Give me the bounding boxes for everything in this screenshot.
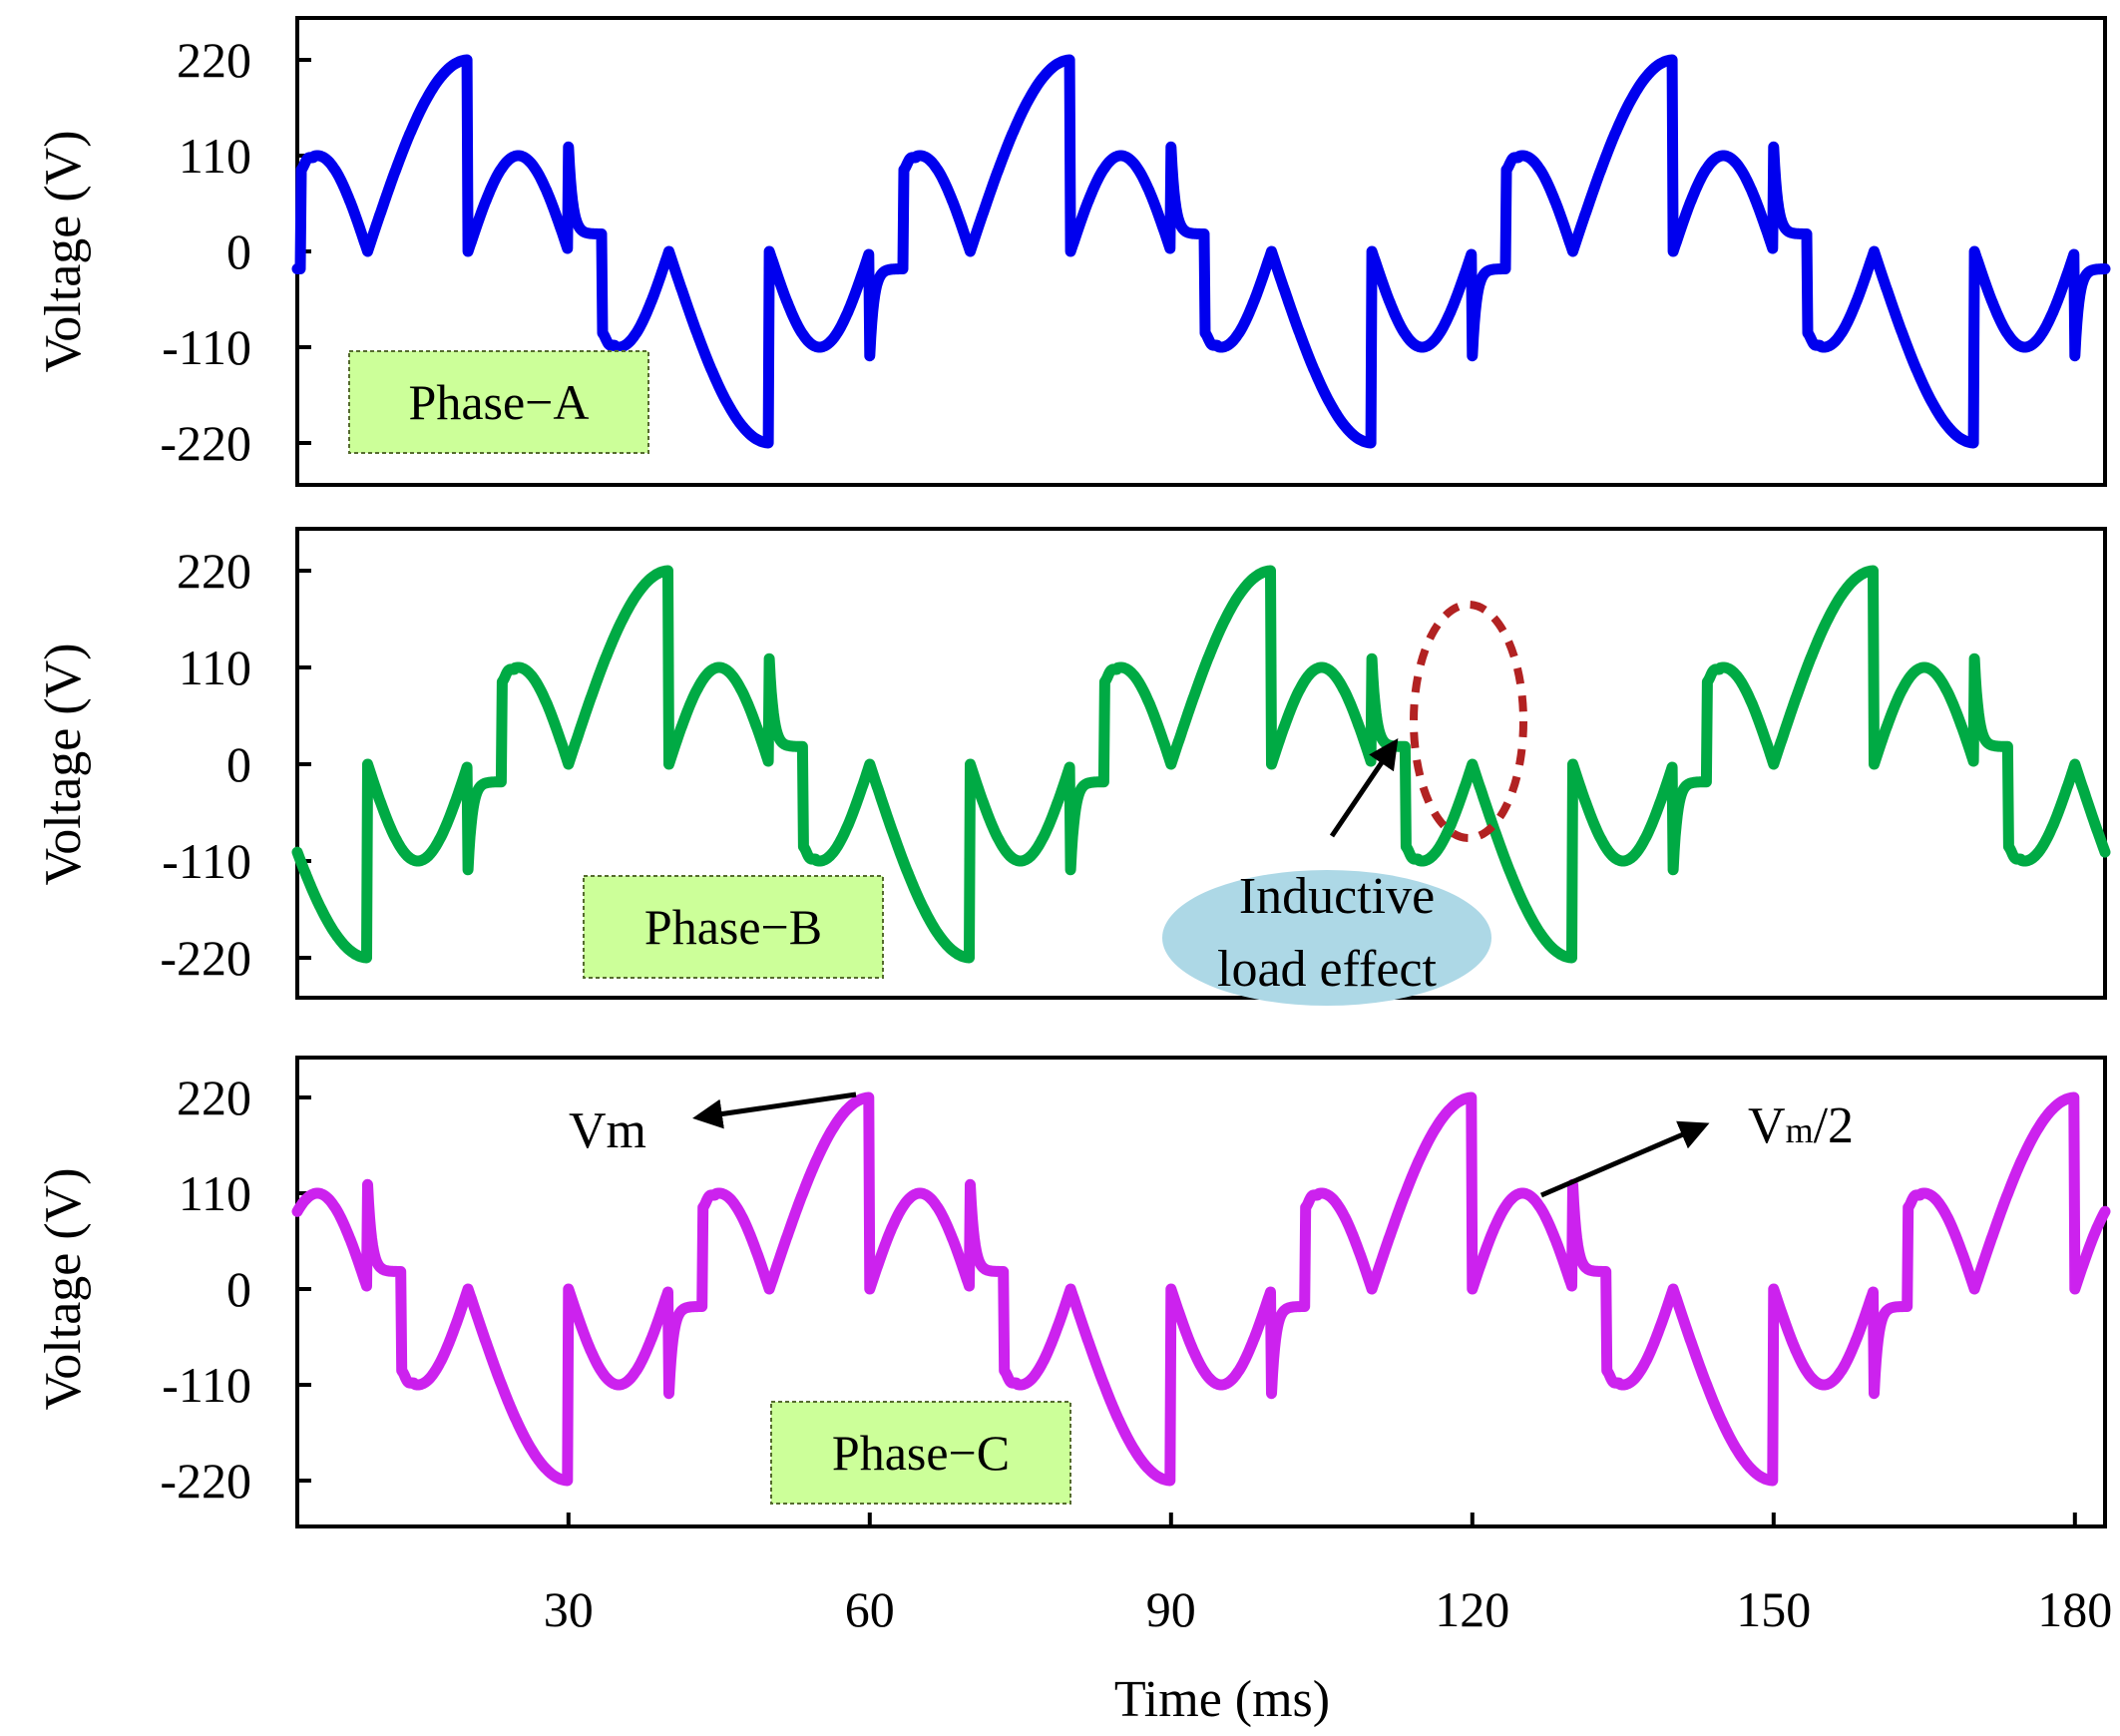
vm-half-main: V — [1748, 1097, 1786, 1154]
y-tick-label: 220 — [177, 1070, 251, 1125]
y-axis-ticks-b: 220 110 0 -110 -220 — [160, 543, 311, 986]
phase-c-legend: Phase−C — [770, 1401, 1071, 1505]
phase-c-voltage-line — [291, 1091, 2111, 1487]
vm-annotation: Vm — [569, 1091, 857, 1159]
inductive-load-line2: load effect — [1217, 941, 1437, 998]
x-tick-label: 120 — [1435, 1581, 1509, 1637]
y-tick-label: 220 — [177, 543, 251, 599]
y-tick-label: -110 — [162, 319, 251, 375]
plot-frame-c — [295, 1056, 2107, 1528]
y-tick-label: 110 — [179, 1165, 251, 1221]
inductive-load-annotation: Inductive load effect — [1162, 601, 1527, 1006]
phase-a-voltage-line — [291, 54, 2111, 449]
panel-phase-c: 220 110 0 -110 -220 Voltage (V) Phase−C 30 60… — [35, 1056, 2112, 1728]
y-tick-label: -110 — [162, 833, 251, 889]
inductive-load-arrow — [1329, 738, 1399, 838]
phase-c-legend-box — [770, 1401, 1071, 1505]
vm-half-arrow — [1540, 1120, 1710, 1198]
vm-half-sub: m — [1786, 1110, 1814, 1150]
phase-b-legend: Phase−B — [583, 875, 884, 979]
vm-half-tail: /2 — [1814, 1097, 1854, 1154]
phase-b-legend-box — [583, 875, 884, 979]
y-tick-label: -220 — [160, 930, 251, 986]
y-tick-label: -220 — [160, 415, 251, 471]
y-axis-title-c: Voltage (V) — [35, 1167, 92, 1410]
inductive-load-line1: Inductive — [1239, 868, 1435, 925]
vm-arrow — [692, 1091, 857, 1129]
x-tick-label: 30 — [544, 1581, 594, 1637]
x-axis-title: Time (ms) — [1114, 1671, 1330, 1728]
phase-b-legend-label: Phase−B — [644, 899, 822, 955]
inductive-load-callout-bubble — [1162, 870, 1491, 1006]
x-tick-label: 60 — [845, 1581, 895, 1637]
panel-phase-b: 220 110 0 -110 -220 Voltage (V) Phase−B Indu… — [35, 527, 2111, 1006]
vm-half-label: Vm/2 — [1748, 1097, 1854, 1154]
y-tick-label: 110 — [179, 128, 251, 184]
x-tick-label: 150 — [1736, 1581, 1811, 1637]
vm-label: Vm — [569, 1102, 646, 1159]
x-tick-label: 90 — [1146, 1581, 1196, 1637]
inductive-load-highlight-ellipse — [1410, 601, 1527, 842]
y-tick-label: 220 — [177, 32, 251, 88]
panel-phase-a: 220 110 0 -110 -220 Voltage (V) Phase−A — [35, 16, 2111, 487]
y-axis-title-b: Voltage (V) — [35, 643, 92, 885]
y-tick-label: 0 — [226, 736, 251, 792]
phase-b-voltage-line — [291, 565, 2111, 964]
y-axis-ticks-c: 220 110 0 -110 -220 — [160, 1070, 311, 1509]
phase-a-legend-label: Phase−A — [409, 374, 590, 430]
y-tick-label: -220 — [160, 1453, 251, 1509]
y-tick-label: 0 — [226, 223, 251, 279]
y-tick-label: -110 — [162, 1357, 251, 1413]
x-axis-ticks: 30 60 90 120 150 180 — [544, 1513, 2112, 1637]
y-axis-title-a: Voltage (V) — [35, 130, 92, 372]
phase-c-legend-label: Phase−C — [832, 1425, 1010, 1481]
y-tick-label: 0 — [226, 1261, 251, 1317]
y-tick-label: 110 — [179, 640, 251, 695]
vm-half-annotation: Vm/2 — [1540, 1097, 1854, 1198]
phase-a-legend-box — [348, 350, 649, 454]
x-tick-label: 180 — [2037, 1581, 2112, 1637]
y-axis-ticks-a: 220 110 0 -110 -220 — [160, 32, 311, 471]
phase-a-legend: Phase−A — [348, 350, 649, 454]
